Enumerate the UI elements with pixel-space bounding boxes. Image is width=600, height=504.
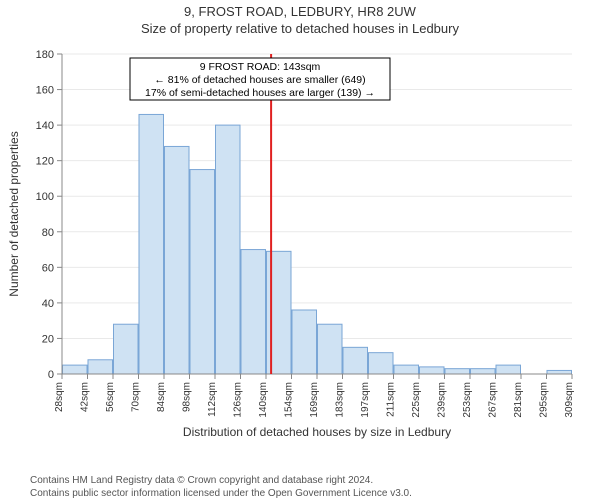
- x-tick-label: 84sqm: [156, 382, 167, 412]
- histogram-bar: [547, 370, 572, 374]
- annotation-line-1: 9 FROST ROAD: 143sqm: [200, 61, 321, 73]
- footer-line-1: Contains HM Land Registry data © Crown c…: [30, 474, 592, 487]
- svg-text:160: 160: [36, 85, 54, 97]
- x-tick-label: 253sqm: [462, 382, 473, 418]
- x-tick-label: 126sqm: [233, 382, 244, 418]
- svg-text:20: 20: [42, 333, 54, 345]
- histogram-bar: [420, 367, 445, 374]
- page-title: 9, FROST ROAD, LEDBURY, HR8 2UW: [0, 4, 600, 19]
- annotation-line-3: 17% of semi-detached houses are larger (…: [145, 87, 375, 99]
- histogram-chart: 0 20 40 60 80 100 120 140 160 180 28sqm 42sqm 56sqm 7…: [0, 44, 600, 454]
- histogram-bar: [216, 125, 241, 374]
- x-tick-label: 183sqm: [335, 382, 346, 418]
- x-tick-label: 112sqm: [207, 382, 218, 417]
- histogram-bar: [241, 250, 266, 374]
- histogram-bar: [394, 365, 419, 374]
- x-tick-label: 56sqm: [105, 382, 116, 412]
- x-tick-label: 140sqm: [258, 382, 269, 418]
- histogram-bar: [445, 369, 470, 374]
- chart-container: 0 20 40 60 80 100 120 140 160 180 28sqm 42sqm 56sqm 7…: [0, 44, 600, 454]
- histogram-bar: [318, 324, 343, 374]
- svg-text:60: 60: [42, 262, 54, 274]
- x-axis-label: Distribution of detached houses by size …: [183, 425, 451, 439]
- histogram-bar: [471, 369, 496, 374]
- annotation-line-2: ← 81% of detached houses are smaller (64…: [154, 74, 365, 86]
- x-tick-label: 295sqm: [539, 382, 550, 418]
- svg-text:100: 100: [36, 191, 54, 203]
- svg-text:140: 140: [36, 120, 54, 132]
- svg-text:180: 180: [36, 49, 54, 61]
- footer-attribution: Contains HM Land Registry data © Crown c…: [30, 474, 592, 500]
- histogram-bar: [190, 170, 215, 374]
- svg-text:0: 0: [48, 369, 54, 381]
- x-tick-label: 98sqm: [182, 382, 193, 412]
- x-tick-label: 225sqm: [411, 382, 422, 418]
- x-tick-label: 267sqm: [488, 382, 499, 418]
- x-tick-label: 28sqm: [54, 382, 65, 412]
- x-tick-label: 169sqm: [309, 382, 320, 418]
- footer-line-2: Contains public sector information licen…: [30, 487, 592, 500]
- x-tick-label: 239sqm: [437, 382, 448, 418]
- svg-text:80: 80: [42, 227, 54, 239]
- histogram-bar: [343, 347, 368, 374]
- histogram-bar: [292, 310, 317, 374]
- histogram-bar: [114, 324, 139, 374]
- x-tick-label: 70sqm: [131, 382, 142, 412]
- x-tick-label: 154sqm: [284, 382, 295, 418]
- histogram-bar: [165, 146, 190, 374]
- histogram-bar: [63, 365, 88, 374]
- histogram-bar: [139, 114, 164, 374]
- x-tick-label: 42sqm: [80, 382, 91, 412]
- x-tick-label: 211sqm: [386, 382, 397, 417]
- svg-text:120: 120: [36, 156, 54, 168]
- histogram-bar: [369, 353, 394, 374]
- x-tick-label: 197sqm: [360, 382, 371, 418]
- histogram-bar: [496, 365, 521, 374]
- histogram-bar: [88, 360, 113, 374]
- y-axis-label: Number of detached properties: [7, 131, 21, 296]
- x-tick-label: 309sqm: [564, 382, 575, 418]
- svg-text:40: 40: [42, 298, 54, 310]
- page-subtitle: Size of property relative to detached ho…: [0, 21, 600, 36]
- x-tick-label: 281sqm: [513, 382, 524, 418]
